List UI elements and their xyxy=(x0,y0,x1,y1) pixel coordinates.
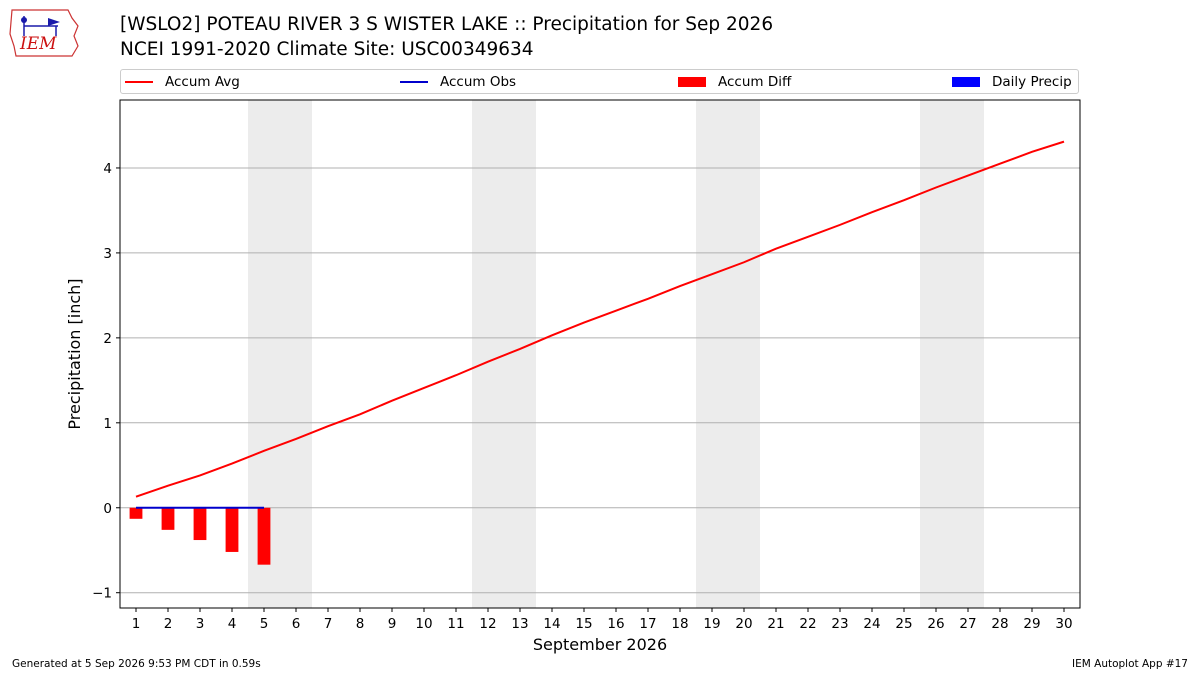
x-tick-label: 26 xyxy=(927,616,944,632)
weekend-band-2 xyxy=(472,100,536,608)
x-tick-label: 7 xyxy=(324,616,333,632)
y-tick-label: −1 xyxy=(92,586,112,602)
y-axis-label: Precipitation [inch] xyxy=(65,278,84,429)
app-id: IEM Autoplot App #17 xyxy=(1072,658,1188,670)
x-tick-label: 18 xyxy=(671,616,688,632)
x-tick-label: 19 xyxy=(703,616,720,632)
y-tick-label: 1 xyxy=(103,416,112,432)
line-accum-avg xyxy=(135,140,1065,498)
logo-text: IEM xyxy=(20,34,57,54)
legend-swatch-daily-precip xyxy=(952,77,980,87)
x-tick-label: 12 xyxy=(479,616,496,632)
accum-diff-bars xyxy=(129,507,271,565)
x-tick-label: 21 xyxy=(767,616,784,632)
x-tick-label: 16 xyxy=(607,616,624,632)
chart-title: [WSLO2] POTEAU RIVER 3 S WISTER LAKE :: … xyxy=(120,14,774,35)
plot-frame xyxy=(119,99,1081,609)
legend-label-daily-precip: Daily Precip xyxy=(992,74,1072,90)
x-tick-label: 23 xyxy=(831,616,848,632)
weekend-band-3 xyxy=(696,100,760,608)
x-tick-label: 25 xyxy=(895,616,912,632)
weekend-shading xyxy=(248,100,984,608)
x-tick-label: 5 xyxy=(260,616,269,632)
legend-swatch-accum-avg xyxy=(125,81,153,83)
x-tick-label: 27 xyxy=(959,616,976,632)
x-tick-label: 13 xyxy=(511,616,528,632)
generated-timestamp: Generated at 5 Sep 2026 9:53 PM CDT in 0… xyxy=(12,658,261,670)
x-tick-label: 22 xyxy=(799,616,816,632)
x-tick-label: 30 xyxy=(1055,616,1072,632)
y-tick-label: 2 xyxy=(103,331,112,347)
legend-label-accum-obs: Accum Obs xyxy=(440,74,517,90)
x-tick-label: 11 xyxy=(447,616,464,632)
iem-logo-icon xyxy=(9,9,79,57)
x-tick-label: 28 xyxy=(991,616,1008,632)
x-tick-label: 10 xyxy=(415,616,432,632)
y-tick-label: 3 xyxy=(103,246,112,262)
x-tick-label: 20 xyxy=(735,616,752,632)
x-axis-label: September 2026 xyxy=(533,635,667,654)
series-lines xyxy=(135,140,1065,509)
x-tick-label: 9 xyxy=(388,616,397,632)
x-tick-label: 6 xyxy=(292,616,301,632)
chart-title-block: [WSLO2] POTEAU RIVER 3 S WISTER LAKE :: … xyxy=(120,12,773,62)
bar-accum-diff xyxy=(161,507,175,530)
grid-lines xyxy=(120,167,1080,594)
weekend-band-4 xyxy=(920,100,984,608)
legend-swatch-accum-obs xyxy=(400,81,428,83)
legend: Accum Avg Accum Obs Accum Diff Daily Pre… xyxy=(120,69,1079,94)
legend-label-accum-diff: Accum Diff xyxy=(718,74,792,90)
x-tick-label: 1 xyxy=(132,616,141,632)
legend-item-daily-precip: Daily Precip xyxy=(952,73,1072,91)
x-tick-label: 17 xyxy=(639,616,656,632)
bar-accum-diff xyxy=(129,507,143,519)
x-tick-label: 15 xyxy=(575,616,592,632)
x-tick-label: 3 xyxy=(196,616,205,632)
bar-accum-diff xyxy=(193,507,207,541)
y-tick-label: 0 xyxy=(103,501,112,517)
x-tick-label: 8 xyxy=(356,616,365,632)
x-tick-label: 4 xyxy=(228,616,237,632)
x-tick-label: 29 xyxy=(1023,616,1040,632)
legend-label-accum-avg: Accum Avg xyxy=(165,74,240,90)
bar-accum-diff xyxy=(225,507,239,552)
iem-logo: IEM xyxy=(8,6,82,60)
legend-swatch-accum-diff xyxy=(678,77,706,87)
x-tick-label: 2 xyxy=(164,616,173,632)
y-tick-label: 4 xyxy=(103,161,112,177)
bar-accum-diff xyxy=(257,507,271,565)
x-tick-label: 14 xyxy=(543,616,560,632)
legend-item-accum-obs: Accum Obs xyxy=(400,73,516,91)
chart-subtitle: NCEI 1991-2020 Climate Site: USC00349634 xyxy=(120,39,534,60)
legend-item-accum-diff: Accum Diff xyxy=(678,73,791,91)
x-tick-label: 24 xyxy=(863,616,880,632)
legend-item-accum-avg: Accum Avg xyxy=(125,73,240,91)
